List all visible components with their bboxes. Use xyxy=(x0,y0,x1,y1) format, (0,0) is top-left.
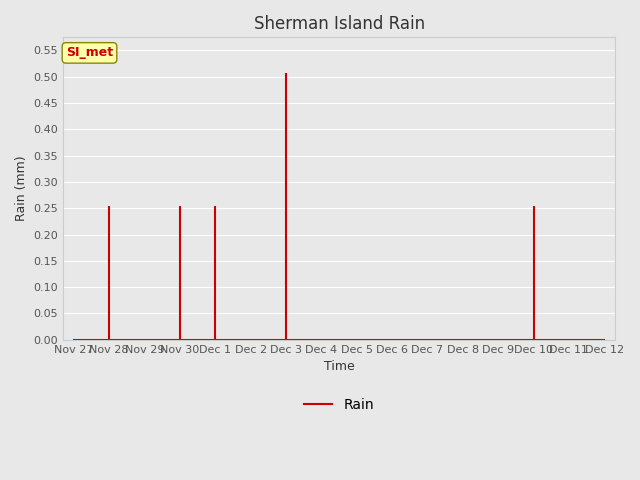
Title: Sherman Island Rain: Sherman Island Rain xyxy=(253,15,424,33)
X-axis label: Time: Time xyxy=(324,360,355,373)
Y-axis label: Rain (mm): Rain (mm) xyxy=(15,156,28,221)
Text: SI_met: SI_met xyxy=(66,47,113,60)
Legend: Rain: Rain xyxy=(299,392,380,418)
